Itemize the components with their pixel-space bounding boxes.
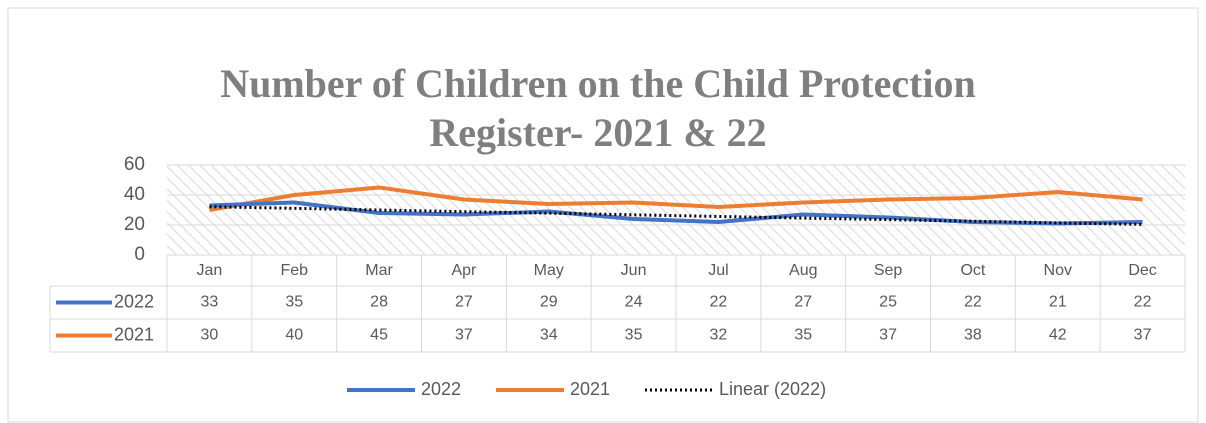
table-cell: 38 bbox=[964, 327, 982, 344]
table-cell: 27 bbox=[794, 294, 812, 311]
x-tick-label: Sep bbox=[874, 262, 903, 279]
x-tick-label: Dec bbox=[1128, 262, 1156, 279]
x-tick-label: Nov bbox=[1044, 262, 1072, 279]
x-tick-label: Oct bbox=[960, 262, 985, 279]
y-tick-label: 20 bbox=[124, 214, 145, 235]
table-cell: 25 bbox=[879, 294, 897, 311]
x-tick-label: Jan bbox=[197, 262, 223, 279]
y-tick-label: 40 bbox=[124, 184, 145, 205]
table-cell: 27 bbox=[455, 294, 473, 311]
table-cell: 34 bbox=[540, 327, 558, 344]
chart-title: Register- 2021 & 22 bbox=[429, 110, 766, 155]
line bbox=[209, 200, 1143, 226]
table-cell: 22 bbox=[1134, 294, 1152, 311]
table-cell: 35 bbox=[625, 327, 643, 344]
table-cell: 37 bbox=[879, 327, 897, 344]
table-cell: 33 bbox=[201, 294, 219, 311]
x-tick-label: Jul bbox=[708, 262, 728, 279]
table-cell: 35 bbox=[285, 294, 303, 311]
y-tick-label: 0 bbox=[134, 244, 145, 265]
table-cell: 45 bbox=[370, 327, 388, 344]
table-cell: 21 bbox=[1049, 294, 1067, 311]
legend-label: 2021 bbox=[570, 379, 610, 399]
table-cell: 30 bbox=[201, 327, 219, 344]
line bbox=[209, 185, 1143, 212]
table-cell: 35 bbox=[794, 327, 812, 344]
legend-label: Linear (2022) bbox=[719, 379, 826, 399]
table-cell: 32 bbox=[710, 327, 728, 344]
x-tick-label: Aug bbox=[789, 262, 817, 279]
table-cell: 22 bbox=[710, 294, 728, 311]
table-cell: 40 bbox=[285, 327, 303, 344]
plot-area bbox=[167, 165, 1185, 255]
x-tick-label: Apr bbox=[451, 262, 477, 279]
table-cell: 42 bbox=[1049, 327, 1067, 344]
table-cell: 29 bbox=[540, 294, 558, 311]
x-tick-label: Feb bbox=[280, 262, 308, 279]
table-row-label: 2022 bbox=[114, 291, 154, 311]
trend-line bbox=[209, 205, 1143, 226]
chart-title: Number of Children on the Child Protecti… bbox=[220, 61, 976, 106]
legend-label: 2022 bbox=[421, 379, 461, 399]
table-cell: 28 bbox=[370, 294, 388, 311]
table-cell: 22 bbox=[964, 294, 982, 311]
table-row-label: 2021 bbox=[114, 324, 154, 344]
table-cell: 37 bbox=[455, 327, 473, 344]
x-tick-label: May bbox=[534, 262, 564, 279]
table-cell: 37 bbox=[1134, 327, 1152, 344]
table-cell: 24 bbox=[625, 294, 643, 311]
x-tick-label: Jun bbox=[621, 262, 647, 279]
x-tick-label: Mar bbox=[365, 262, 393, 279]
y-tick-label: 60 bbox=[124, 154, 145, 175]
